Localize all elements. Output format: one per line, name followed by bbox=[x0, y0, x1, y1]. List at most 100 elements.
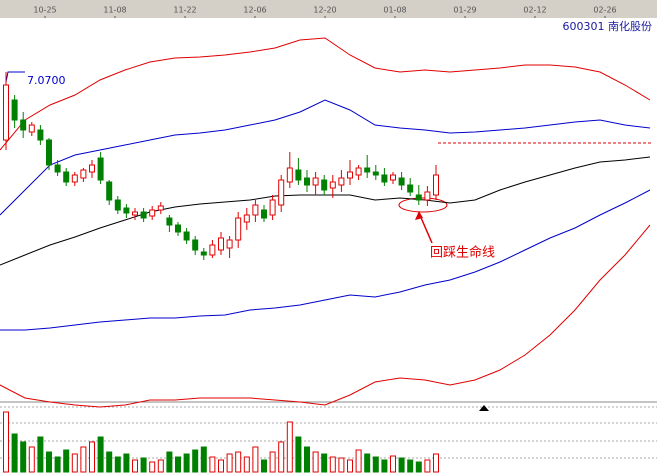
candle-body bbox=[97, 157, 104, 181]
date-strip bbox=[0, 0, 657, 18]
candle-body bbox=[312, 177, 319, 186]
candle-body bbox=[114, 199, 121, 211]
candle-body bbox=[192, 239, 199, 251]
volume-bar bbox=[28, 446, 35, 473]
date-label: 01-08 bbox=[383, 6, 406, 15]
candle-body bbox=[407, 184, 414, 193]
volume-bar bbox=[149, 461, 156, 473]
candle-body bbox=[433, 174, 439, 196]
candle-body bbox=[140, 211, 147, 219]
band-line bbox=[0, 224, 651, 408]
date-label: 01-29 bbox=[453, 6, 476, 15]
volume-bar bbox=[89, 441, 95, 473]
volume-bar bbox=[398, 457, 405, 473]
candle-body bbox=[338, 177, 345, 186]
candle-body bbox=[269, 199, 276, 216]
candle-body bbox=[415, 194, 422, 201]
candle-body bbox=[226, 239, 233, 249]
candle-body bbox=[286, 167, 293, 183]
candle-body bbox=[304, 177, 310, 186]
candle-body bbox=[218, 237, 224, 251]
volume-bar bbox=[304, 446, 310, 473]
volume-bar bbox=[355, 449, 362, 473]
candle-body bbox=[329, 181, 336, 189]
volume-bar bbox=[123, 453, 130, 473]
volume-bar bbox=[252, 446, 259, 473]
volume-bar bbox=[329, 456, 336, 473]
max-label: 7.0700 bbox=[27, 74, 66, 87]
volume-bar bbox=[415, 461, 422, 473]
date-label: 10-25 bbox=[33, 6, 56, 15]
date-label: 11-22 bbox=[173, 6, 196, 15]
volume-bar bbox=[226, 453, 233, 473]
candle-body bbox=[3, 84, 9, 141]
volume-bar bbox=[192, 449, 199, 473]
date-label: 02-26 bbox=[593, 6, 616, 15]
volume-bar bbox=[3, 411, 9, 473]
volume-bar bbox=[132, 459, 138, 473]
candle-body bbox=[11, 99, 18, 121]
candle-body bbox=[243, 214, 250, 223]
annotation-arrowhead bbox=[415, 211, 423, 220]
candle-body bbox=[372, 171, 379, 176]
date-label: 12-06 bbox=[243, 6, 266, 15]
candle-body bbox=[80, 169, 87, 179]
candle-body bbox=[175, 224, 181, 233]
marker-triangle bbox=[479, 405, 489, 411]
candle-body bbox=[157, 205, 164, 211]
candle-body bbox=[278, 179, 285, 206]
volume-bar bbox=[347, 459, 353, 473]
annotation-ellipse bbox=[398, 197, 448, 213]
candle-body bbox=[37, 129, 44, 141]
volume-bar bbox=[166, 451, 173, 473]
volume-bar bbox=[140, 457, 147, 473]
band-line bbox=[0, 99, 651, 216]
chart-title: 600301 南化股份 bbox=[563, 19, 653, 33]
candle-body bbox=[364, 167, 371, 173]
volume-bar bbox=[209, 456, 216, 473]
candle-body bbox=[63, 171, 70, 183]
volume-bar bbox=[235, 451, 242, 473]
volume-bar bbox=[200, 446, 207, 473]
volume-bar bbox=[338, 457, 345, 473]
volume-bar bbox=[37, 436, 44, 473]
candle-body bbox=[209, 244, 216, 256]
candle-body bbox=[235, 217, 242, 241]
candle-body bbox=[398, 177, 405, 186]
date-label: 12-20 bbox=[313, 6, 336, 15]
candle-body bbox=[252, 204, 259, 216]
volume-bar bbox=[407, 459, 414, 473]
candle-body bbox=[166, 217, 173, 226]
volume-bar bbox=[372, 456, 379, 473]
candle-body bbox=[381, 174, 388, 183]
volume-bar bbox=[278, 441, 285, 473]
volume-bar bbox=[71, 453, 78, 473]
volume-bar bbox=[243, 456, 250, 473]
volume-bar bbox=[218, 459, 224, 473]
annotation: 回踩生命线 bbox=[430, 245, 495, 261]
band-line bbox=[0, 37, 651, 151]
volume-bar bbox=[364, 453, 371, 473]
candle-body bbox=[149, 209, 156, 217]
candle-body bbox=[54, 164, 61, 173]
volume-bar bbox=[46, 451, 52, 473]
candle-body bbox=[106, 181, 113, 201]
candle-body bbox=[390, 174, 396, 181]
candle-body bbox=[20, 119, 27, 131]
volume-bar bbox=[157, 459, 164, 473]
volume-bar bbox=[312, 451, 319, 473]
band-line bbox=[0, 189, 651, 331]
candle-body bbox=[132, 211, 138, 216]
candle-body bbox=[123, 207, 130, 214]
volume-bar bbox=[175, 456, 181, 473]
volume-bar bbox=[390, 455, 396, 473]
candle-body bbox=[355, 167, 362, 176]
volume-bar bbox=[321, 453, 328, 473]
volume-bar bbox=[106, 451, 113, 473]
volume-bar bbox=[54, 456, 61, 473]
candle-body bbox=[71, 174, 78, 183]
candle-body bbox=[261, 209, 267, 219]
candle-body bbox=[200, 251, 207, 256]
volume-bar bbox=[20, 441, 27, 473]
